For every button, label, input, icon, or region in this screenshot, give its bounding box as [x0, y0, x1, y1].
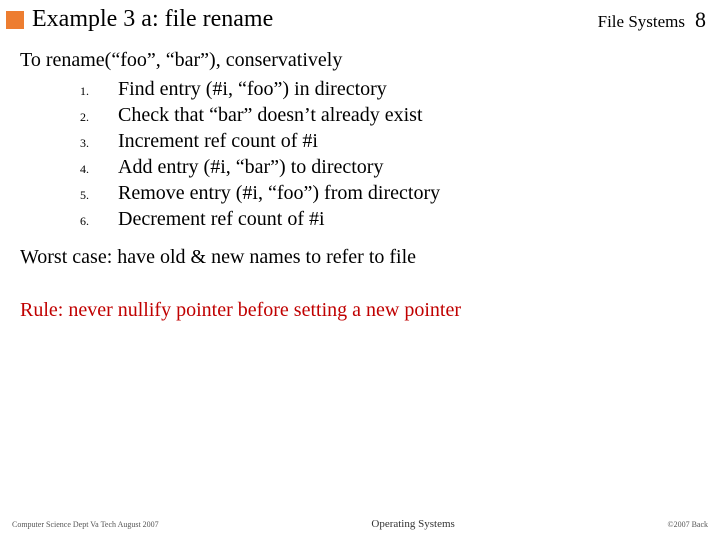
footer-left: Computer Science Dept Va Tech August 200… — [12, 520, 159, 529]
footer-center: Operating Systems — [159, 518, 668, 530]
intro-text: To rename(“foo”, “bar”), conservatively — [20, 49, 704, 72]
step-number: 1. — [80, 84, 118, 100]
step-text: Find entry (#i, “foo”) in directory — [118, 76, 387, 102]
step-number: 4. — [80, 162, 118, 178]
rule-text: Rule: never nullify pointer before setti… — [20, 299, 704, 322]
list-item: 2. Check that “bar” doesn’t already exis… — [80, 102, 704, 128]
list-item: 1. Find entry (#i, “foo”) in directory — [80, 76, 704, 102]
step-number: 3. — [80, 136, 118, 152]
step-number: 2. — [80, 110, 118, 126]
step-text: Check that “bar” doesn’t already exist — [118, 102, 423, 128]
worst-case-text: Worst case: have old & new names to refe… — [20, 246, 704, 269]
slide-header: Example 3 a: file rename File Systems 8 — [0, 0, 720, 35]
list-item: 3. Increment ref count of #i — [80, 128, 704, 154]
slide-title: Example 3 a: file rename — [32, 6, 598, 33]
step-list: 1. Find entry (#i, “foo”) in directory 2… — [80, 76, 704, 232]
list-item: 4. Add entry (#i, “bar”) to directory — [80, 154, 704, 180]
step-text: Increment ref count of #i — [118, 128, 318, 154]
slide-footer: Computer Science Dept Va Tech August 200… — [0, 518, 720, 530]
list-item: 5. Remove entry (#i, “foo”) from directo… — [80, 180, 704, 206]
slide-content: To rename(“foo”, “bar”), conservatively … — [0, 35, 720, 322]
step-number: 5. — [80, 188, 118, 204]
page-number: 8 — [695, 7, 706, 33]
step-text: Decrement ref count of #i — [118, 206, 325, 232]
step-number: 6. — [80, 214, 118, 230]
step-text: Add entry (#i, “bar”) to directory — [118, 154, 383, 180]
title-bullet-icon — [6, 11, 24, 29]
footer-right: ©2007 Back — [667, 520, 708, 529]
header-right: File Systems 8 — [598, 7, 706, 33]
step-text: Remove entry (#i, “foo”) from directory — [118, 180, 440, 206]
list-item: 6. Decrement ref count of #i — [80, 206, 704, 232]
section-label: File Systems — [598, 12, 685, 32]
